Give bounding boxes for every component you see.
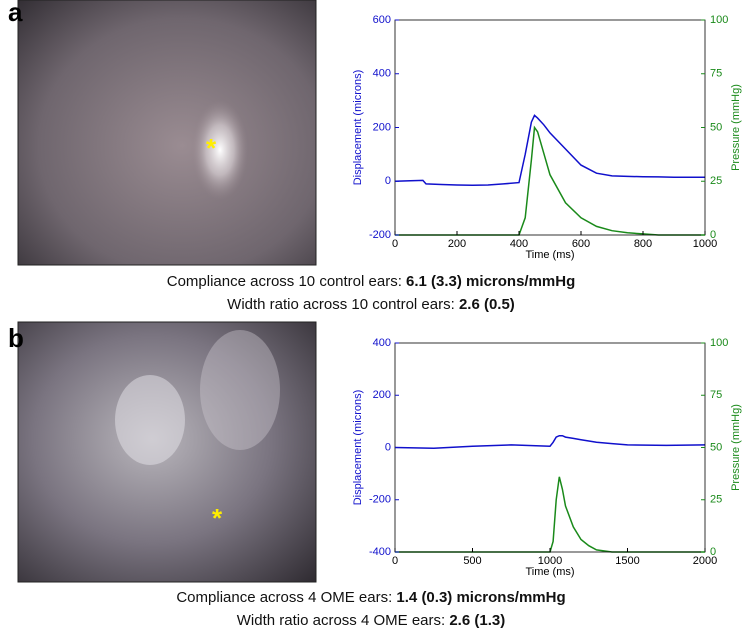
y2-tick-label: 75 — [710, 68, 722, 80]
y2-tick-label: 25 — [710, 175, 722, 187]
photo-marker: * — [206, 133, 217, 163]
y2-tick-label: 50 — [710, 441, 722, 453]
caption-text: Width ratio across 4 OME ears: — [237, 612, 450, 629]
y2-tick-label: 100 — [710, 14, 728, 26]
x-tick-label: 1000 — [693, 238, 717, 250]
x-tick-label: 1000 — [538, 555, 562, 567]
x-tick-label: 400 — [510, 238, 528, 250]
panel-label: a — [8, 0, 23, 27]
y2-tick-label: 50 — [710, 121, 722, 133]
data-line — [394, 114, 705, 187]
photo-marker: * — [212, 503, 223, 533]
photo-a — [17, 0, 317, 266]
y-tick-label: -200 — [369, 494, 391, 506]
x-tick-label: 2000 — [693, 555, 717, 567]
y2-axis-label: Pressure (mmHg) — [730, 84, 742, 171]
caption-text: Compliance across 10 control ears: — [167, 273, 406, 290]
y2-tick-label: 25 — [710, 494, 722, 506]
x-tick-label: 600 — [572, 238, 590, 250]
data-line — [394, 434, 706, 450]
photo-b — [17, 321, 317, 583]
x-tick-label: 500 — [463, 555, 481, 567]
y-tick-label: -200 — [369, 229, 391, 241]
y-tick-label: 200 — [373, 389, 391, 401]
y2-tick-label: 100 — [710, 337, 728, 349]
caption-value: 1.4 (0.3) microns/mmHg — [396, 589, 565, 606]
y-tick-label: 200 — [373, 121, 391, 133]
caption: Width ratio across 4 OME ears: 2.6 (1.3) — [237, 612, 505, 629]
y-axis-label: Displacement (microns) — [352, 70, 364, 186]
caption-text: Compliance across 4 OME ears: — [176, 589, 396, 606]
y2-tick-label: 0 — [710, 229, 716, 241]
caption-value: 6.1 (3.3) microns/mmHg — [406, 273, 575, 290]
y-tick-label: -400 — [369, 546, 391, 558]
x-axis-label: Time (ms) — [525, 249, 574, 261]
x-tick-label: 200 — [448, 238, 466, 250]
plot-frame — [394, 19, 706, 236]
y-tick-label: 400 — [373, 337, 391, 349]
x-tick-label: 0 — [392, 555, 398, 567]
x-tick-label: 800 — [634, 238, 652, 250]
y2-tick-label: 0 — [710, 546, 716, 558]
y-axis-label: Displacement (microns) — [352, 390, 364, 506]
y-tick-label: 0 — [385, 175, 391, 187]
panel-label: b — [8, 323, 24, 353]
x-axis-label: Time (ms) — [525, 566, 574, 578]
y2-axis-label: Pressure (mmHg) — [730, 404, 742, 491]
y2-tick-label: 75 — [710, 389, 722, 401]
caption: Compliance across 4 OME ears: 1.4 (0.3) … — [176, 589, 565, 606]
x-tick-label: 0 — [392, 238, 398, 250]
caption-value: 2.6 (1.3) — [449, 612, 505, 629]
y-tick-label: 400 — [373, 68, 391, 80]
data-line — [395, 125, 705, 236]
caption: Compliance across 10 control ears: 6.1 (… — [167, 273, 576, 290]
caption-text: Width ratio across 10 control ears: — [227, 296, 459, 313]
y-tick-label: 600 — [373, 14, 391, 26]
caption: Width ratio across 10 control ears: 2.6 … — [227, 296, 515, 313]
y-tick-label: 0 — [385, 441, 391, 453]
data-line — [395, 476, 705, 553]
x-tick-label: 1500 — [615, 555, 639, 567]
caption-value: 2.6 (0.5) — [459, 296, 515, 313]
